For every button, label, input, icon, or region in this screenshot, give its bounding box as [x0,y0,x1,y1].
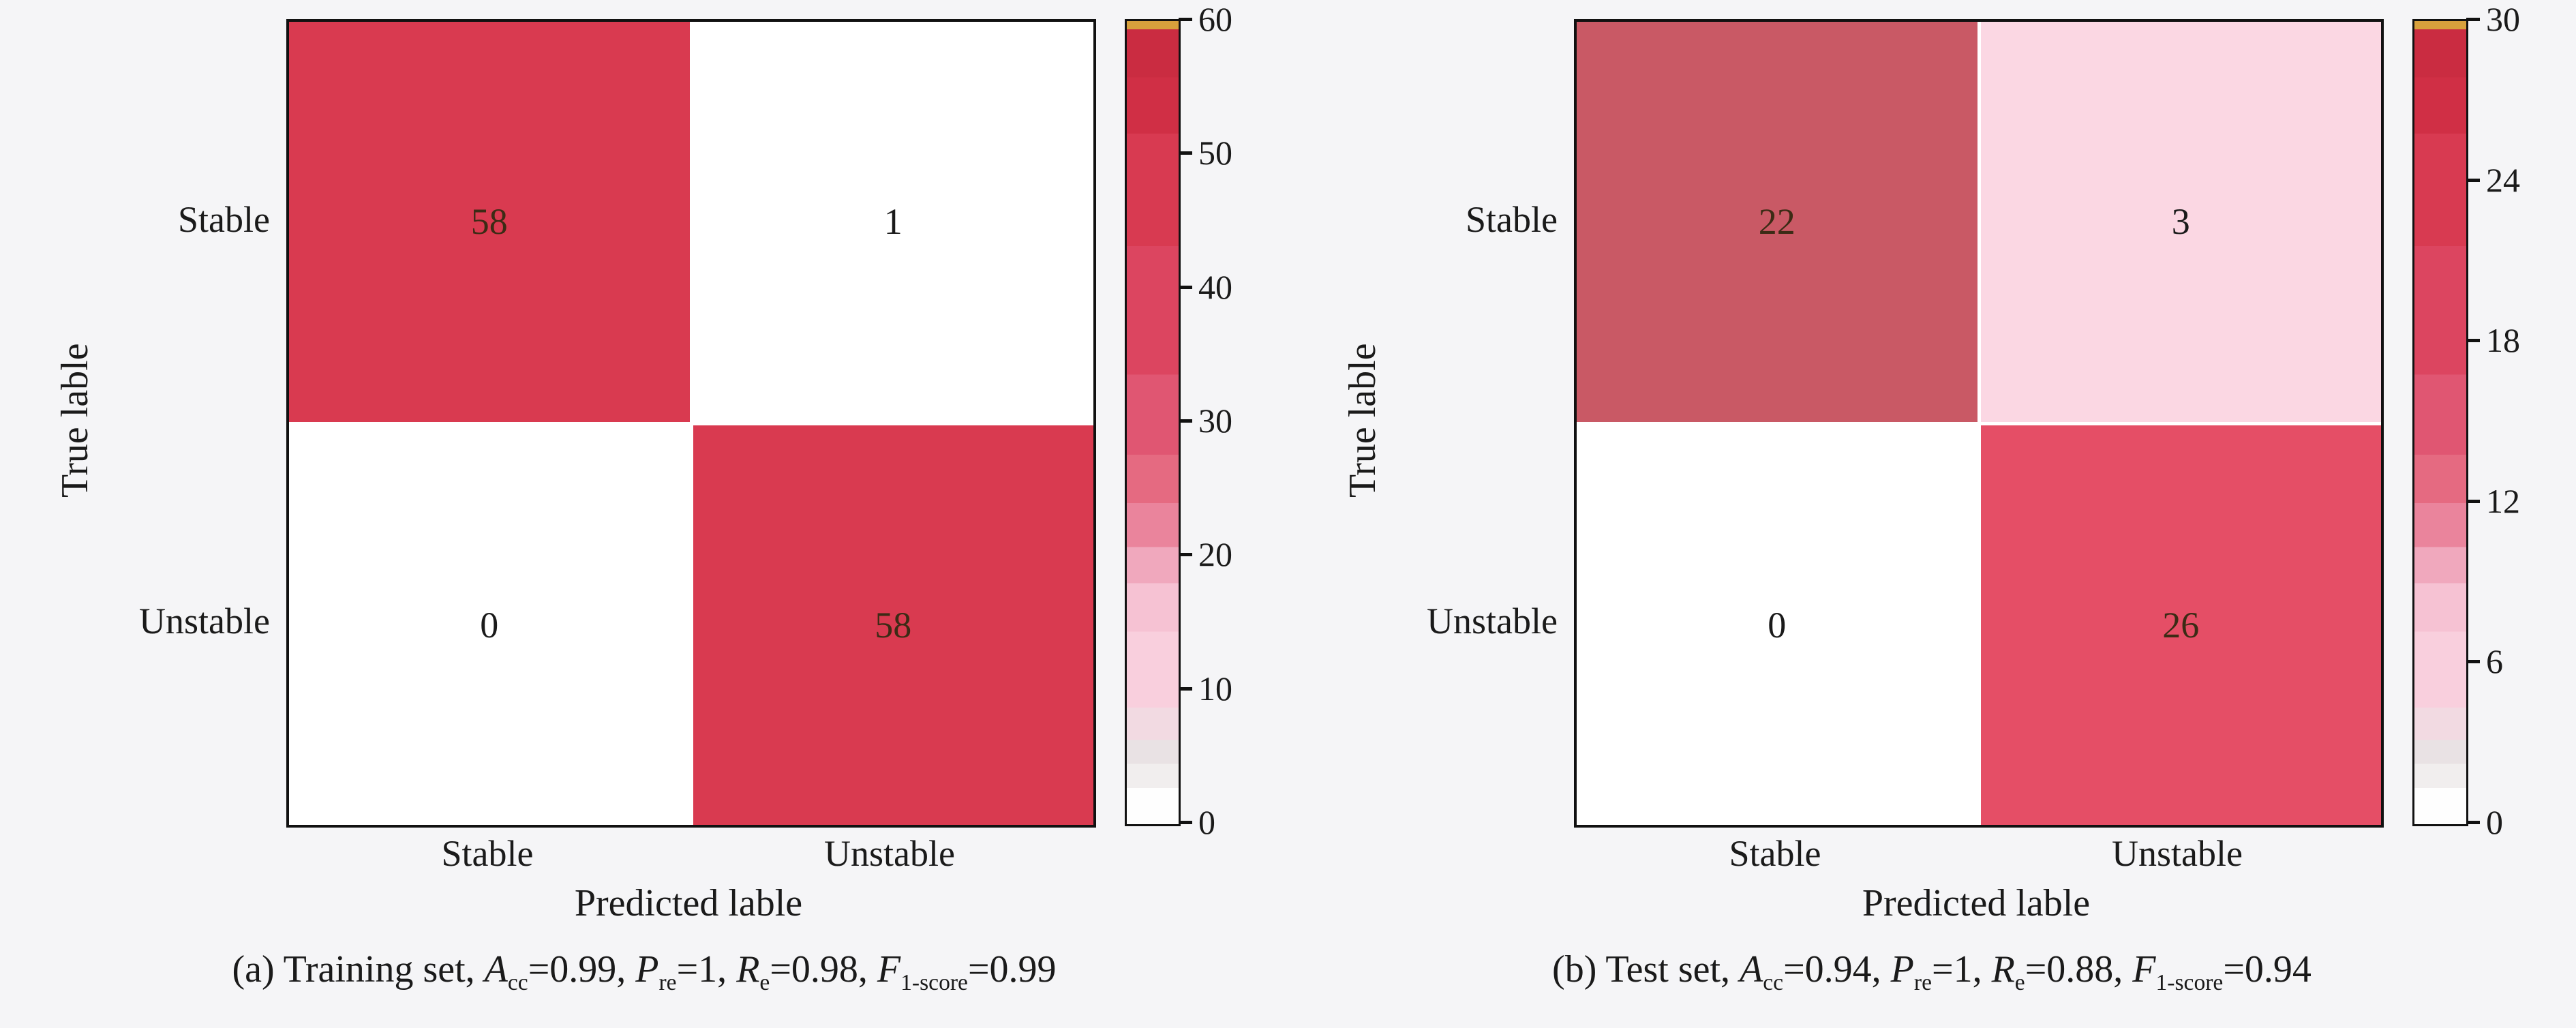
metric-symbol: P [1890,948,1914,991]
metric-symbol: A [1740,948,1763,991]
colorbar-tick-label: 6 [2486,642,2503,680]
matrix-cell-fn: 3 [1980,22,2381,422]
matrix-cell-tn: 26 [1980,425,2381,825]
colorbar-tick [2466,500,2480,503]
row-label-unstable: Unstable [139,601,270,641]
metric-subscript: re [658,970,677,996]
metric-value: =0.98, [770,948,877,991]
metric-symbol: P [635,948,659,991]
caption-prefix: (a) Training set, [232,948,485,991]
panel-caption: (b) Test set, Acc=0.94, Pre=1, Re=0.88, … [1322,945,2542,994]
panel-test-set: True lable Stable Unstable 22 3 0 26 30 … [1288,0,2575,1028]
metric-symbol: F [877,948,901,991]
row-label-stable: Stable [178,199,270,240]
metric-symbol: A [484,948,508,991]
colorbar-tick-label: 24 [2486,161,2520,199]
colorbar-tick [1179,151,1192,155]
metric-subscript: cc [1763,970,1784,996]
confusion-matrix-a: 58 1 0 58 [286,19,1096,828]
col-label-stable: Stable [441,833,534,874]
row-label-unstable: Unstable [1427,601,1558,641]
colorbar-tick [1179,553,1192,556]
metric-subscript: e [759,970,770,996]
metric-value: =1, [1931,948,1992,991]
colorbar-tick-label: 30 [2486,0,2520,38]
panel-caption: (a) Training set, Acc=0.99, Pre=1, Re=0.… [34,945,1254,994]
metric-value: =1, [676,948,737,991]
x-axis-label: Predicted lable [574,882,803,924]
col-label-stable: Stable [1729,833,1821,874]
matrix-cell-fn: 1 [693,22,1093,422]
colorbar-tick [2466,339,2480,342]
metric-value: =0.99, [528,948,636,991]
colorbar-tick-label: 18 [2486,321,2520,359]
colorbar-tick-label: 40 [1198,268,1232,306]
colorbar-tick [1179,286,1192,289]
metric-value: =0.94, [1783,948,1891,991]
colorbar-tick-label: 12 [2486,482,2520,520]
metric-subscript: re [1913,970,1932,996]
metric-subscript: 1-score [2155,970,2224,996]
metric-value: =0.88, [2025,948,2133,991]
colorbar-tick-label: 0 [1198,803,1215,841]
col-label-unstable: Unstable [824,833,955,874]
colorbar-tick [1179,687,1192,691]
colorbar-tick [2466,179,2480,182]
colorbar-tick [2466,18,2480,21]
y-axis-label: True lable [1342,343,1384,498]
colorbar-tick-label: 30 [1198,402,1232,440]
confusion-matrix-b: 22 3 0 26 [1574,19,2384,828]
colorbar-tick [1179,419,1192,423]
colorbar-tick-label: 10 [1198,669,1232,708]
colorbar-tick-label: 60 [1198,0,1232,38]
x-axis-label: Predicted lable [1862,882,2091,924]
colorbar-tick [2466,660,2480,663]
col-label-unstable: Unstable [2112,833,2243,874]
panel-training-set: True lable Stable Unstable 58 1 0 58 60 … [34,0,1254,994]
matrix-cell-fp: 0 [289,425,690,825]
matrix-cell-tn: 58 [693,425,1093,825]
metric-symbol: R [1991,948,2015,991]
colorbar-tick [2466,821,2480,824]
metric-value: =0.94 [2223,948,2312,991]
metric-symbol: F [2132,948,2156,991]
y-axis-label: True lable [54,343,96,498]
colorbar [2412,19,2468,826]
metric-symbol: R [736,948,760,991]
colorbar-tick-label: 50 [1198,134,1232,172]
metric-subscript: e [2014,970,2025,996]
caption-prefix: (b) Test set, [1552,948,1740,991]
colorbar-tick [1179,18,1192,21]
matrix-cell-tp: 58 [289,22,690,422]
colorbar-tick-label: 20 [1198,535,1232,573]
colorbar-tick-label: 0 [2486,803,2503,841]
metric-subscript: cc [507,970,528,996]
metric-subscript: 1-score [900,970,968,996]
metric-value: =0.99 [967,948,1057,991]
matrix-cell-tp: 22 [1577,22,1978,422]
colorbar-tick [1179,821,1192,824]
matrix-cell-fp: 0 [1577,425,1978,825]
row-label-stable: Stable [1466,199,1558,240]
colorbar [1125,19,1181,826]
